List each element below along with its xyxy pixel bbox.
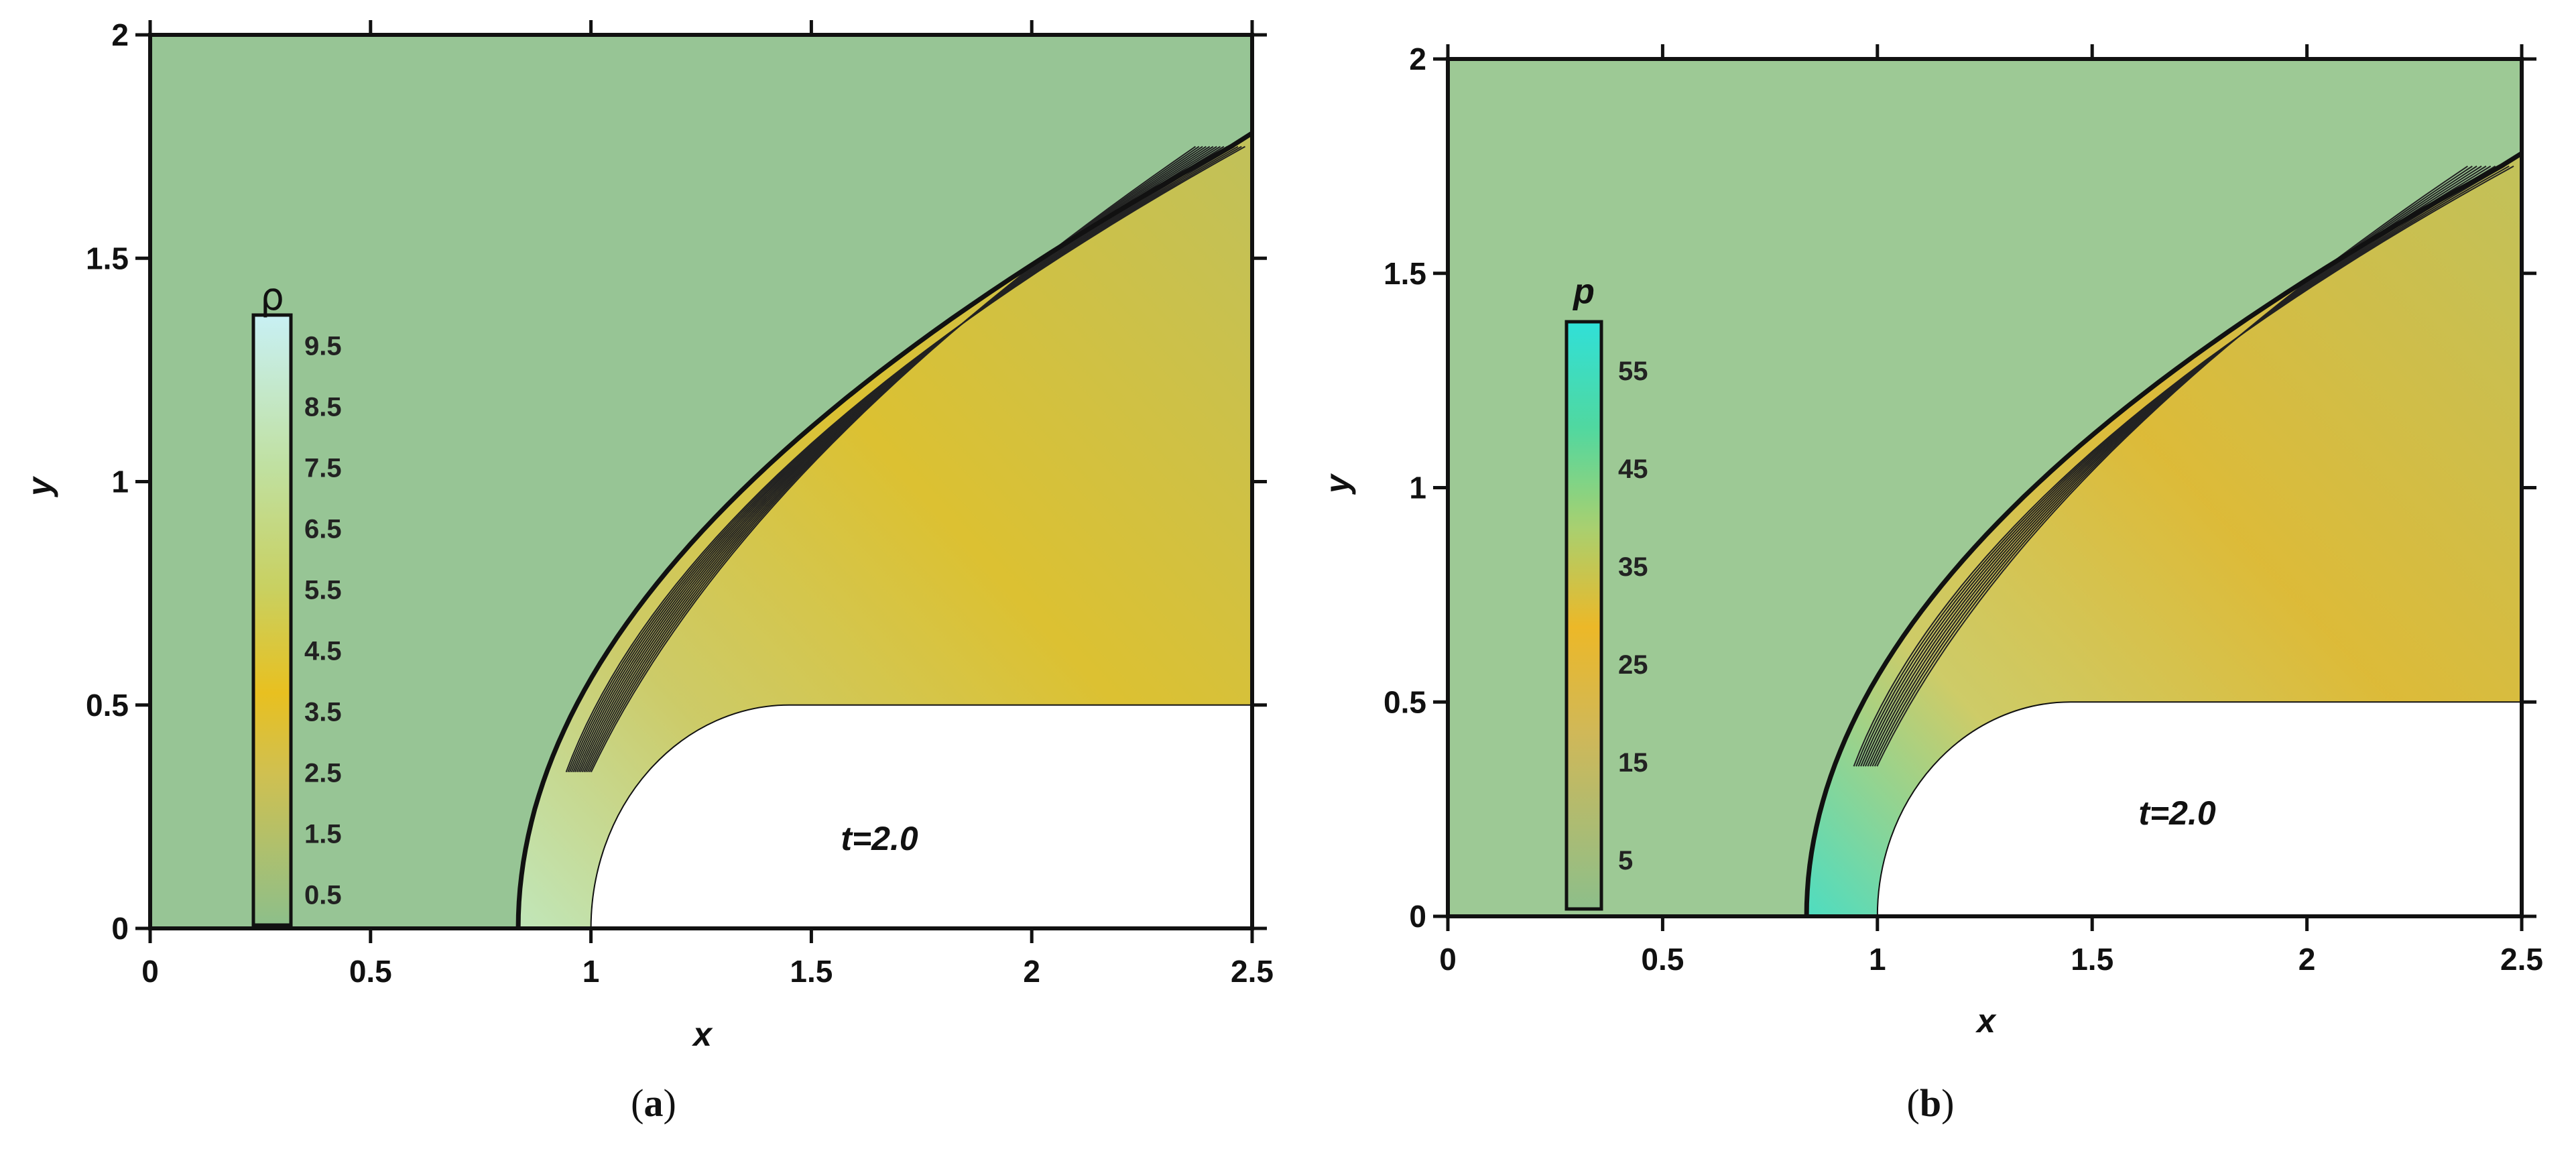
panel-a-colorbar: ρ 9.5 8.5 7.5 6.5 5.5 4.5 3.5 2.5 1.5 0.5 — [251, 276, 342, 927]
panel-b-shock-layer — [1806, 153, 2522, 917]
panel-a-x-tick-label: 2.5 — [1231, 954, 1274, 989]
panel-a-body — [590, 704, 1253, 929]
panel-b-x-tick-label: 2.5 — [2500, 942, 2543, 977]
panel-b-x-tick-label: 0 — [1439, 942, 1457, 977]
panel-a-chart: 0 0.5 1 1.5 2 2.5 0 0.5 1 1.5 2 ρ 9.5 8.5 7.5 6.5 5.5 4… — [21, 17, 1274, 1125]
panel-b-y-tick-label: 1 — [1409, 471, 1426, 505]
panel-b-colorbar-tick-label: 45 — [1618, 454, 1648, 484]
panel-a-x-tick-label: 2 — [1023, 954, 1040, 989]
panel-b-y-axis-label: y — [1318, 473, 1356, 495]
panel-a-colorbar-tick-label: 8.5 — [304, 393, 342, 422]
panel-b-contour-line — [1867, 166, 2487, 767]
panel-b-y-tick-label: 2 — [1409, 42, 1426, 76]
panel-a-contour-line — [570, 145, 1235, 773]
panel-b-colorbar-tick-label: 35 — [1618, 552, 1648, 582]
panel-a-colorbar-tick-label: 6.5 — [304, 515, 342, 544]
panel-b-caption: (b) — [1907, 1081, 1955, 1125]
panel-b-contour-line — [1860, 166, 2500, 767]
panel-a-colorbar-tick-label: 1.5 — [304, 820, 342, 849]
panel-a-y-tick-label: 0.5 — [86, 688, 129, 723]
panel-b-colorbar: p 55 45 35 25 15 5 — [1565, 272, 1648, 911]
panel-b-y-tick-label: 0.5 — [1384, 684, 1426, 719]
panel-b-contour-line — [1855, 166, 2510, 767]
panel-b-x-tick-label: 0.5 — [1641, 942, 1684, 977]
panel-a-colorbar-tick-label: 5.5 — [304, 576, 342, 605]
panel-b-colorbar-tick-label: 25 — [1618, 650, 1648, 680]
panel-a-y-tick-label: 1.5 — [86, 241, 129, 276]
panel-b-plot-area — [1448, 59, 2523, 917]
panel-a-x-tick-label: 1.5 — [790, 954, 833, 989]
panel-a-contour-line — [576, 145, 1225, 773]
panel-b-y-tick-label: 0 — [1409, 899, 1426, 934]
panel-a-colorbar-tick-label: 2.5 — [304, 759, 342, 788]
panel-a-colorbar-title: ρ — [260, 276, 284, 319]
panel-b-contour-line — [1853, 166, 2514, 767]
panel-a-colorbar-tick-label: 9.5 — [304, 332, 342, 361]
panel-b-body — [1876, 701, 2522, 917]
panel-a-contour-line — [581, 145, 1214, 773]
panel-b-colorbar-tick-label: 55 — [1618, 357, 1648, 386]
panel-a-annotation: t=2.0 — [841, 820, 918, 857]
panel-b-colorbar-tick-label: 5 — [1618, 846, 1633, 875]
panel-a-shock-front — [515, 131, 1253, 929]
panel-a-contour-line — [578, 145, 1221, 773]
panel-b-colorbar-bar — [1565, 320, 1603, 911]
panel-b-colorbar-title: p — [1572, 272, 1595, 311]
panel-a-y-tick-label: 0 — [111, 911, 129, 946]
panel-a-contour-line — [568, 145, 1239, 773]
panel-a-axes: 0 0.5 1 1.5 2 2.5 0 0.5 1 1.5 2 — [86, 17, 1274, 989]
panel-a-contour-line — [572, 145, 1231, 773]
panel-a-caption: (a) — [631, 1081, 676, 1125]
panel-a-x-axis-label: x — [691, 1016, 713, 1053]
panel-b-x-tick-label: 2 — [2298, 942, 2316, 977]
panel-a-plot-area — [150, 35, 1253, 929]
panel-b-x-tick-label: 1 — [1869, 942, 1886, 977]
panel-b-shock-front — [1804, 151, 2523, 917]
panel-a-colorbar-tick-label: 3.5 — [304, 698, 342, 727]
panel-a-colorbar-tick-label: 7.5 — [304, 454, 342, 483]
panel-a-colorbar-bar — [251, 313, 293, 927]
panel-a-y-axis-label: y — [21, 476, 58, 498]
panel-a-y-tick-label: 2 — [111, 17, 129, 52]
panel-a-colorbar-tick-label: 0.5 — [304, 881, 342, 910]
panel-a-y-tick-label: 1 — [111, 465, 129, 499]
panel-b-axes: 0 0.5 1 1.5 2 2.5 0 0.5 1 1.5 2 — [1384, 42, 2543, 977]
panel-b-contour-line — [1857, 166, 2505, 767]
panel-a-x-tick-label: 1 — [582, 954, 600, 989]
panel-a-x-tick-label: 0.5 — [349, 954, 392, 989]
panel-a-contour-line — [579, 145, 1217, 773]
panel-a-contour-line — [565, 145, 1245, 773]
panel-a-x-tick-label: 0 — [141, 954, 159, 989]
panel-b-x-axis-label: x — [1975, 1002, 1997, 1040]
panel-a-contour-line — [567, 145, 1242, 773]
panel-a-colorbar-tick-label: 4.5 — [304, 637, 342, 666]
panel-b-x-tick-label: 1.5 — [2071, 942, 2113, 977]
panel-b-colorbar-tick-label: 15 — [1618, 748, 1648, 778]
panel-b-y-tick-label: 1.5 — [1384, 256, 1426, 291]
panel-b-annotation: t=2.0 — [2138, 794, 2216, 832]
panel-b-contour-line — [1864, 166, 2492, 767]
panel-b-chart: 0 0.5 1 1.5 2 2.5 0 0.5 1 1.5 2 p 55 45 35 25 15 5 t=2.… — [1318, 42, 2543, 1125]
panel-a-contour-line — [574, 145, 1228, 773]
panel-b-contour-line — [1862, 166, 2496, 767]
panel-a-shock-layer — [518, 133, 1252, 929]
